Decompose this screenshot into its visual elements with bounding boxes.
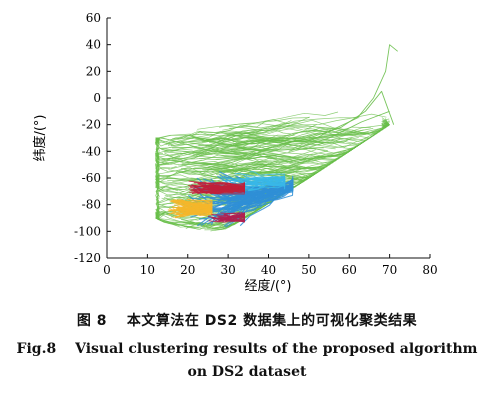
trajectory-line (308, 90, 395, 139)
x-tick-label: 50 (301, 263, 316, 277)
trajectory-line (196, 119, 369, 134)
trajectory-line (155, 174, 185, 193)
y-tick-label: -60 (82, 171, 101, 185)
trajectory-line (156, 162, 213, 189)
x-tick-label: 20 (180, 263, 195, 277)
x-axis-ticks: 0 10 20 30 40 50 60 70 80 (103, 254, 438, 277)
figure-caption-english-line2: on DS2 dataset (187, 364, 307, 380)
trajectory-line (155, 187, 164, 200)
trajectory-line (229, 181, 294, 223)
trajectory-line (155, 169, 235, 177)
x-tick-label: 10 (140, 263, 155, 277)
trajectory-line (249, 171, 286, 176)
y-tick-label: -80 (82, 198, 101, 212)
trajectory-line (155, 155, 184, 166)
trajectory-line (233, 133, 340, 161)
x-tick-label: 30 (220, 263, 235, 277)
trajectory-line (239, 178, 286, 188)
trajectory-line (178, 147, 324, 166)
trajectory-line (161, 137, 300, 163)
trajectory-line (156, 137, 354, 150)
y-tick-label: -100 (74, 224, 101, 238)
trajectory-line (213, 180, 294, 196)
trajectory-line (239, 178, 286, 190)
trajectory-line (242, 176, 286, 186)
trajectory-line (157, 209, 219, 229)
trajectory-line (198, 190, 270, 199)
trajectory-line (186, 205, 213, 216)
y-axis-label: 纬度/(°) (32, 114, 48, 161)
chart: 0 10 20 30 40 50 60 70 80 60 40 20 0 -20 -40 -60 -80 -10… (32, 11, 438, 294)
trajectory-line (159, 167, 301, 183)
trajectory-line (155, 185, 191, 205)
trajectory-line (191, 185, 245, 195)
y-tick-label: 0 (93, 91, 101, 105)
x-tick-label: 70 (382, 263, 397, 277)
trajectory-line (155, 138, 193, 152)
trajectory-line (155, 133, 200, 143)
trajectory-line (231, 157, 319, 166)
trajectory-line (188, 180, 245, 190)
y-axis-ticks: 60 40 20 0 -20 -40 -60 -80 -100 -120 (74, 11, 111, 265)
trajectory-lines (155, 44, 398, 232)
trajectory-line (171, 201, 213, 208)
y-tick-label: -120 (74, 251, 101, 265)
y-tick-label: 20 (86, 64, 101, 78)
trajectory-line (232, 117, 360, 135)
trajectory-line (165, 169, 246, 178)
trajectory-line (159, 150, 328, 166)
y-tick-label: 40 (86, 38, 101, 52)
figure-caption-english-line1: Fig.8 Visual clustering results of the p… (16, 341, 478, 357)
trajectory-line (225, 124, 317, 131)
trajectory-line (231, 128, 374, 143)
trajectory-line (188, 124, 390, 144)
x-tick-label: 80 (422, 263, 437, 277)
trajectory-line (227, 183, 294, 218)
x-axis-label: 经度/(°) (244, 278, 291, 294)
trajectory-line (190, 126, 388, 153)
x-tick-label: 0 (103, 263, 111, 277)
trajectory-line (204, 159, 307, 168)
trajectory-line (223, 187, 285, 205)
trajectory-line (155, 136, 223, 147)
trajectory-line (198, 129, 382, 153)
trajectory-line (165, 111, 339, 143)
y-tick-label: -40 (82, 144, 101, 158)
y-tick-label: 60 (86, 11, 101, 25)
figure-caption-chinese: 图 8 本文算法在 DS2 数据集上的可视化聚类结果 (76, 313, 418, 329)
trajectory-line (219, 119, 290, 128)
x-tick-label: 60 (342, 263, 357, 277)
trajectory-line (225, 214, 245, 220)
trajectory-line (207, 185, 245, 192)
trajectory-line (328, 44, 398, 132)
trajectory-line (191, 136, 336, 150)
trajectory-line (288, 110, 390, 152)
trajectory-line (156, 193, 221, 204)
trajectory-line (155, 203, 193, 219)
trajectory-line (181, 158, 264, 166)
y-tick-label: -20 (82, 118, 101, 132)
trajectory-line (195, 145, 352, 158)
trajectory-line (172, 138, 271, 149)
x-tick-label: 40 (261, 263, 276, 277)
